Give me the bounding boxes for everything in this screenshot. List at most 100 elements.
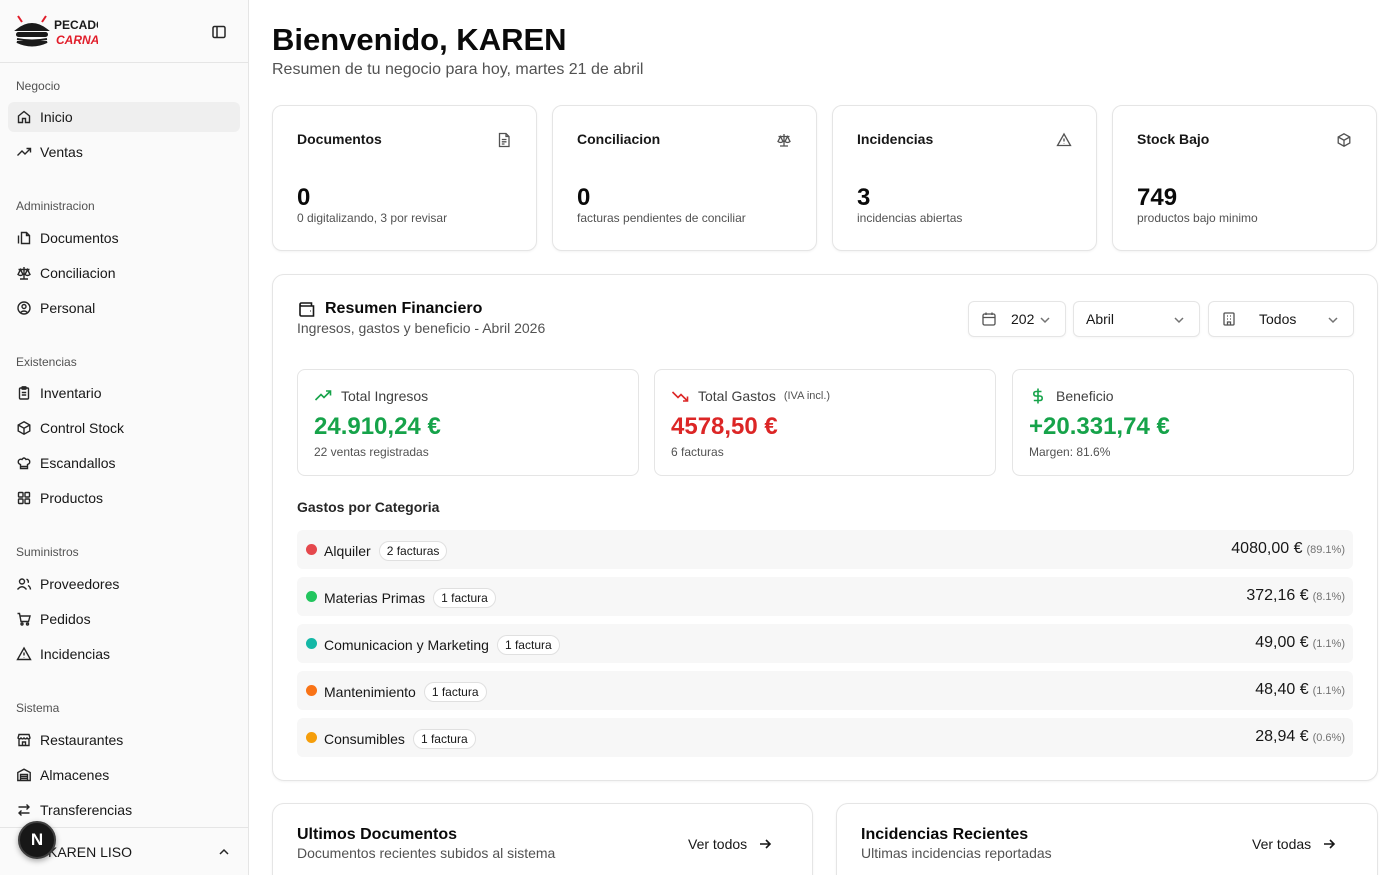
- recent-documents-card: Ultimos Documentos Documentos recientes …: [272, 803, 813, 875]
- category-percentage: (1.1%): [1312, 685, 1345, 697]
- recent-incidents-title: Incidencias Recientes: [861, 826, 1029, 843]
- category-name: Alquiler: [324, 543, 371, 559]
- sidebar-toggle-button[interactable]: [207, 20, 231, 44]
- kpi-total-gastos: Total Gastos (IVA incl.) 4578,50 € 6 fac…: [654, 369, 996, 476]
- sidebar-item-label: Ventas: [40, 144, 83, 160]
- kpi-beneficio: Beneficio +20.331,74 € Margen: 81.6%: [1012, 369, 1354, 476]
- category-amount-value: 48,40 €: [1255, 681, 1309, 698]
- category-amount-value: 28,94 €: [1255, 728, 1309, 745]
- sidebar-item-label: Incidencias: [40, 646, 111, 662]
- sidebar-item-label: Transferencias: [40, 802, 133, 818]
- sidebar-item-pedidos[interactable]: Pedidos: [8, 604, 240, 634]
- category-label: Consumibles 1 factura: [324, 729, 476, 749]
- stat-description: 0 digitalizando, 3 por revisar: [297, 211, 448, 225]
- wallet-icon: [299, 302, 315, 317]
- sidebar-item-personal[interactable]: Personal: [8, 293, 240, 323]
- sidebar-item-control-stock[interactable]: Control Stock: [8, 413, 240, 443]
- user-circle-icon: [17, 301, 31, 315]
- stat-card-incidencias[interactable]: Incidencias 3 incidencias abiertas: [832, 105, 1097, 251]
- chevron-down-icon: [1174, 317, 1184, 324]
- stat-card-documentos[interactable]: Documentos 0 0 digitalizando, 3 por revi…: [272, 105, 537, 251]
- sidebar-item-escandallos[interactable]: Escandallos: [8, 448, 240, 478]
- stat-title: Conciliacion: [577, 131, 661, 147]
- scale-icon: [17, 267, 31, 280]
- stat-title: Stock Bajo: [1137, 131, 1210, 147]
- trending-up-icon: [17, 147, 32, 156]
- kpi-label-note: (IVA incl.): [783, 390, 831, 402]
- category-row: Comunicacion y Marketing 1 factura 49,00…: [297, 624, 1353, 663]
- sidebar-item-restaurantes[interactable]: Restaurantes: [8, 725, 240, 755]
- recent-incidents-subtitle: Ultimas incidencias reportadas: [861, 845, 1052, 861]
- kpi-description: Margen: 81.6%: [1029, 445, 1111, 459]
- category-amount: 48,40 € (1.1%): [1255, 681, 1345, 699]
- sidebar-item-label: Productos: [40, 490, 104, 506]
- stat-card-conciliacion[interactable]: Conciliacion 0 facturas pendientes de co…: [552, 105, 817, 251]
- calendar-icon: [982, 312, 996, 326]
- brand-logo[interactable]: PECADO CARNAL: [14, 12, 98, 50]
- stat-description: facturas pendientes de conciliar: [577, 211, 746, 225]
- sidebar-item-inventario[interactable]: Inventario: [8, 378, 240, 408]
- category-percentage: (1.1%): [1312, 638, 1345, 650]
- category-count-badge: 2 facturas: [378, 541, 448, 561]
- sidebar-item-conciliacion[interactable]: Conciliacion: [8, 258, 240, 288]
- financial-summary-card: Resumen Financiero Ingresos, gastos y be…: [272, 274, 1378, 781]
- category-amount-value: 372,16 €: [1246, 587, 1309, 604]
- stat-title: Documentos: [297, 131, 382, 147]
- stat-card-stock-bajo[interactable]: Stock Bajo 749 productos bajo minimo: [1112, 105, 1377, 251]
- stat-value: 0: [577, 184, 591, 211]
- arrows-icon: [18, 804, 30, 816]
- sidebar-item-almacenes[interactable]: Almacenes: [8, 760, 240, 790]
- sidebar-item-incidencias[interactable]: Incidencias: [8, 639, 240, 669]
- user-name: KAREN LISO: [48, 844, 133, 860]
- recent-documents-title: Ultimos Documentos: [297, 826, 458, 843]
- kpi-header: Total Gastos (IVA incl.): [671, 387, 830, 405]
- kpi-description: 22 ventas registradas: [314, 445, 429, 459]
- nav-group-label: Negocio: [16, 79, 61, 93]
- alert-triangle-icon: [16, 646, 32, 661]
- clipboard-icon: [18, 386, 30, 400]
- category-percentage: (89.1%): [1306, 544, 1345, 556]
- sidebar-item-label: Documentos: [40, 230, 119, 246]
- sidebar-item-transferencias[interactable]: Transferencias: [8, 795, 240, 825]
- financial-summary-title: Resumen Financiero: [297, 299, 482, 319]
- trending-down-icon: [671, 391, 689, 402]
- alert-triangle-icon: [1056, 132, 1072, 147]
- kpi-label: Total Ingresos: [341, 388, 429, 404]
- sidebar-item-inicio[interactable]: Inicio: [8, 102, 240, 132]
- sidebar-item-documentos[interactable]: Documentos: [8, 223, 240, 253]
- sidebar-item-proveedores[interactable]: Proveedores: [8, 569, 240, 599]
- stat-value: 3: [857, 184, 871, 211]
- sidebar-item-label: Proveedores: [40, 576, 120, 592]
- view-all-label: Ver todos: [688, 836, 748, 852]
- home-icon: [17, 110, 31, 124]
- category-label: Comunicacion y Marketing 1 factura: [324, 635, 560, 655]
- location-select[interactable]: Todos: [1208, 301, 1354, 337]
- view-all-documents-link[interactable]: Ver todos: [688, 836, 773, 852]
- stat-description: incidencias abiertas: [857, 211, 963, 225]
- category-amount: 28,94 € (0.6%): [1255, 728, 1345, 746]
- sidebar-item-label: Pedidos: [40, 611, 91, 627]
- category-label: Alquiler 2 facturas: [324, 541, 448, 561]
- category-percentage: (0.6%): [1312, 732, 1345, 744]
- year-select-value: 202: [1011, 311, 1035, 327]
- category-color-dot: [306, 638, 317, 649]
- month-select[interactable]: Abril: [1073, 301, 1200, 337]
- year-select[interactable]: 202: [968, 301, 1066, 337]
- view-all-incidents-link[interactable]: Ver todas: [1252, 836, 1337, 852]
- panel-left-icon: [212, 25, 226, 39]
- cart-icon: [17, 612, 31, 626]
- page-subtitle: Resumen de tu negocio para hoy, martes 2…: [272, 61, 644, 78]
- user-menu-button[interactable]: KAREN LISO: [0, 827, 249, 875]
- file-text-icon: [498, 132, 510, 148]
- category-count-badge: 1 factura: [496, 635, 560, 655]
- dollar-icon: [1032, 388, 1044, 404]
- chevron-down-icon: [1040, 317, 1050, 324]
- category-amount-value: 49,00 €: [1255, 634, 1309, 651]
- sidebar-item-ventas[interactable]: Ventas: [8, 137, 240, 167]
- scale-icon: [777, 134, 791, 147]
- sidebar-item-productos[interactable]: Productos: [8, 483, 240, 513]
- financial-summary-subtitle: Ingresos, gastos y beneficio - Abril 202…: [297, 320, 546, 336]
- n-floating-badge[interactable]: N: [18, 821, 56, 859]
- category-color-dot: [306, 591, 317, 602]
- category-count-badge: 1 factura: [412, 729, 476, 749]
